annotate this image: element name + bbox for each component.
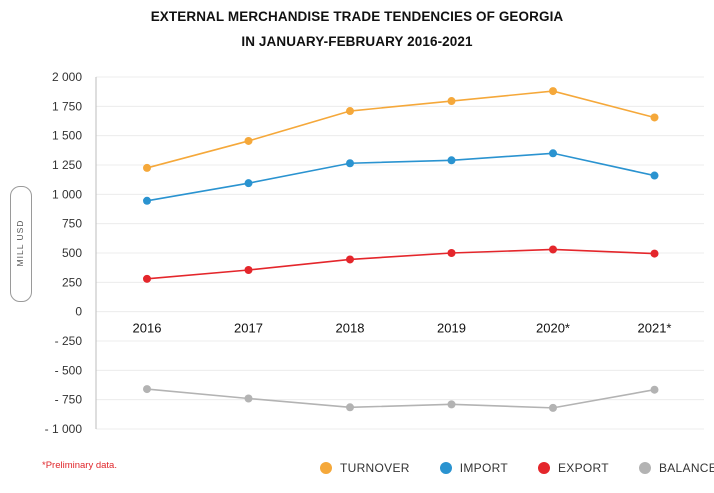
x-tick-label: 2020* [536,321,570,336]
data-point-export [143,274,151,283]
data-point-import [346,159,354,168]
x-tick-label: 2018 [336,321,365,336]
legend-label: IMPORT [459,461,508,475]
y-tick-label: 250 [62,275,82,289]
chart-subtitle: IN JANUARY-FEBRUARY 2016-2021 [241,34,473,49]
data-point-import [143,196,151,205]
legend-item-import: IMPORT [439,461,508,475]
data-point-turnover [346,107,354,116]
y-tick-label: 1 500 [52,129,82,143]
preliminary-note: *Preliminary data. [42,460,117,471]
series-line-import [146,152,655,202]
data-point-turnover [143,163,151,172]
data-point-export [244,266,253,275]
data-point-balance [244,394,253,403]
data-point-turnover [447,97,456,106]
data-point-turnover [244,136,253,145]
y-tick-label: - 500 [55,363,83,377]
y-tick-label: 1 750 [52,99,82,113]
legend-label: BALANCE [658,461,714,475]
y-tick-label: - 1 000 [45,422,83,436]
legend-marker [538,462,550,474]
data-point-turnover [549,87,557,96]
data-point-balance [447,400,456,409]
data-point-import [549,149,557,158]
data-point-export [447,249,456,257]
data-point-turnover [650,113,659,122]
data-point-export [549,245,557,254]
legend-marker [320,462,332,474]
legend-item-export: EXPORT [538,461,609,475]
data-point-import [650,171,659,180]
y-tick-label: 500 [62,246,82,260]
legend-item-turnover: TURNOVER [320,461,410,475]
data-point-export [650,249,659,258]
x-tick-label: 2016 [133,321,162,336]
series-line-balance [146,388,655,409]
data-point-balance [346,403,354,412]
y-axis-label: MILL USD [15,219,25,267]
y-tick-label: - 250 [55,334,83,348]
data-point-balance [143,385,151,394]
data-point-import [447,156,456,165]
x-tick-label: 2017 [234,321,263,336]
data-point-balance [549,403,557,412]
legend-marker [439,462,452,474]
x-tick-label: 2021* [638,321,672,336]
chart-title: EXTERNAL MERCHANDISE TRADE TENDENCIES OF… [150,9,564,24]
legend-marker [638,462,651,474]
legend-label: EXPORT [558,461,609,475]
data-point-export [346,255,354,264]
y-tick-label: 1 000 [52,187,82,201]
y-tick-label: - 750 [55,393,83,407]
series-line-export [146,248,655,280]
legend-label: TURNOVER [340,461,410,475]
data-point-balance [650,385,659,394]
data-point-import [244,179,253,188]
y-tick-label: 0 [75,305,82,319]
legend-item-balance: BALANCE [638,461,714,475]
y-tick-label: 1 250 [52,158,82,172]
legend: TURNOVER IMPORT EXPORT BALANCE [320,461,714,475]
y-tick-label: 2 000 [52,70,82,84]
y-axis-label-frame [10,186,32,302]
y-tick-label: 750 [62,217,82,231]
x-tick-label: 2019 [437,321,466,336]
series-line-turnover [146,90,655,169]
